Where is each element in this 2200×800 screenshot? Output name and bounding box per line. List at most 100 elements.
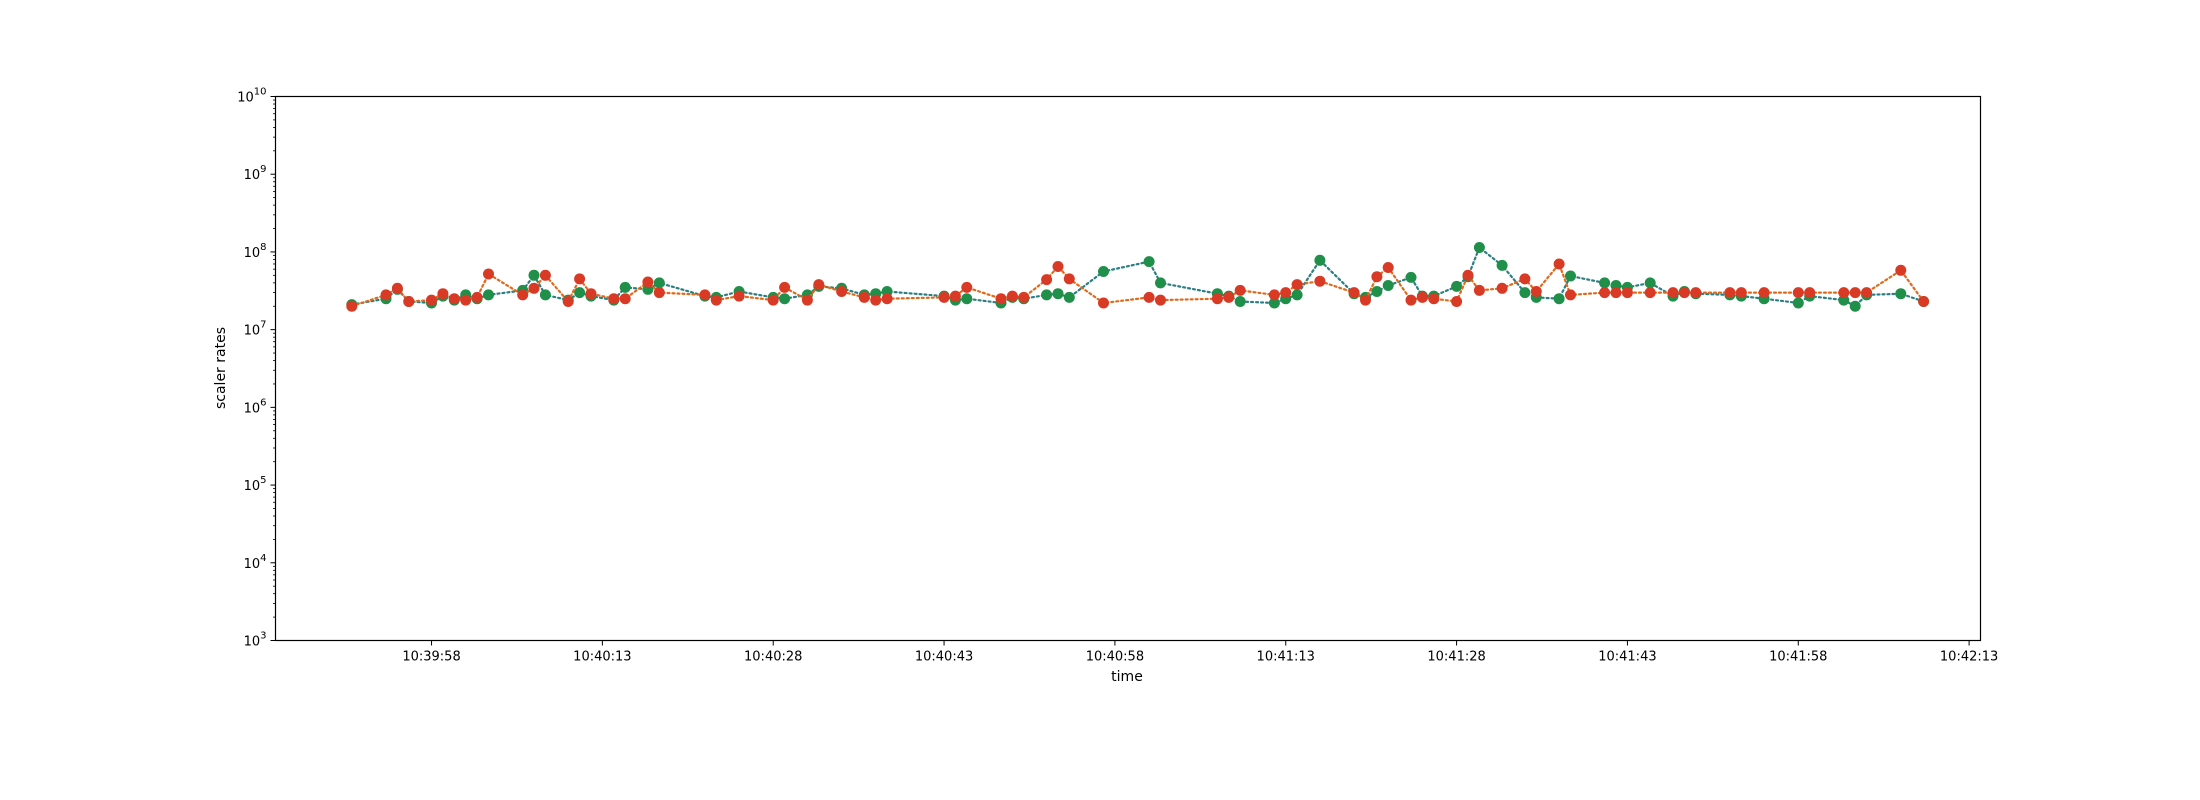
data-point: [710, 294, 722, 306]
data-point: [1895, 264, 1907, 276]
x-tick-label: 10:40:28: [744, 650, 802, 665]
data-point: [1735, 287, 1747, 299]
x-tick-label: 10:41:28: [1427, 650, 1485, 665]
data-point: [1268, 289, 1280, 301]
data-point: [1849, 287, 1861, 299]
data-point: [448, 293, 460, 305]
y-axis-label: scaler rates: [213, 327, 229, 409]
data-point: [1234, 296, 1246, 307]
data-point: [391, 282, 403, 294]
y-tick-label: 107: [244, 320, 267, 339]
data-point: [1599, 287, 1611, 299]
x-tick-label: 10:41:58: [1769, 650, 1827, 665]
data-point: [1918, 296, 1930, 307]
data-point: [881, 293, 893, 305]
data-point: [1804, 287, 1816, 299]
data-point: [1371, 286, 1383, 297]
x-tick-label: 10:41:43: [1598, 650, 1656, 665]
data-point: [1428, 293, 1440, 305]
data-point: [1599, 277, 1611, 289]
data-point: [1098, 266, 1109, 277]
data-point: [653, 277, 665, 289]
data-point: [1063, 291, 1075, 303]
data-point: [1291, 279, 1303, 291]
data-point: [1268, 297, 1280, 309]
data-point: [1143, 291, 1155, 303]
data-point: [995, 293, 1007, 305]
x-tick-label: 10:40:13: [573, 650, 631, 665]
data-point: [961, 293, 973, 305]
data-point: [1371, 271, 1383, 283]
x-tick-label: 10:40:58: [1086, 650, 1144, 665]
series-line: [350, 261, 1925, 308]
data-point: [1348, 287, 1360, 299]
data-point: [460, 294, 472, 306]
data-point: [1211, 293, 1223, 305]
data-point: [1052, 261, 1064, 272]
data-point: [1382, 280, 1394, 291]
data-point: [642, 276, 654, 288]
data-point: [608, 293, 620, 305]
data-point: [1462, 269, 1474, 281]
data-point: [539, 289, 551, 301]
data-point: [574, 287, 586, 299]
data-point: [1382, 262, 1394, 273]
y-tick-label: 1010: [237, 87, 266, 106]
data-point: [528, 269, 540, 281]
data-point: [1792, 297, 1804, 309]
data-point: [1565, 289, 1576, 301]
y-tick-label: 103: [244, 631, 267, 650]
data-point: [1006, 290, 1018, 302]
data-point: [1690, 287, 1702, 299]
data-point: [653, 287, 665, 299]
data-point: [1473, 242, 1485, 253]
x-axis-label: time: [1111, 669, 1143, 685]
data-point: [1360, 294, 1371, 306]
data-point: [1519, 287, 1531, 299]
data-point: [528, 282, 540, 294]
series-line: [350, 245, 1925, 308]
data-point: [1041, 274, 1053, 286]
data-point: [1758, 287, 1770, 299]
data-point: [1895, 288, 1907, 300]
data-point: [1724, 287, 1736, 299]
series-2: [346, 258, 1930, 312]
data-point: [1223, 291, 1235, 303]
data-point: [1155, 277, 1166, 289]
data-point: [836, 286, 848, 297]
data-point: [1667, 287, 1679, 299]
data-point: [483, 268, 494, 280]
data-point: [858, 291, 870, 303]
data-point: [1496, 282, 1508, 294]
data-point: [699, 289, 711, 301]
data-point: [562, 296, 574, 307]
series-layer: [346, 242, 1930, 312]
data-point: [1792, 287, 1804, 299]
data-point: [1519, 273, 1531, 285]
data-point: [779, 281, 791, 293]
data-point: [346, 300, 358, 312]
x-tick-label: 10:41:13: [1257, 650, 1315, 665]
data-point: [1553, 293, 1565, 305]
x-axis: 10:39:58 10:40:13 10:40:28 10:40:43 10:40:58…: [402, 640, 1998, 665]
data-point: [1644, 277, 1656, 289]
data-point: [403, 296, 415, 307]
data-point: [574, 273, 586, 285]
data-point: [1155, 294, 1166, 306]
y-tick-label: 109: [244, 164, 267, 183]
data-point: [1052, 288, 1064, 300]
y-tick-label: 108: [244, 242, 267, 261]
y-tick-label: 106: [244, 397, 267, 416]
data-point: [1838, 287, 1850, 299]
data-point: [1041, 289, 1053, 301]
data-point: [471, 291, 483, 303]
data-point: [1018, 291, 1030, 303]
data-point: [1849, 300, 1861, 312]
data-point: [1314, 275, 1326, 287]
data-point: [813, 279, 825, 291]
data-point: [1280, 287, 1292, 299]
data-point: [1496, 259, 1508, 271]
data-point: [1291, 289, 1303, 301]
